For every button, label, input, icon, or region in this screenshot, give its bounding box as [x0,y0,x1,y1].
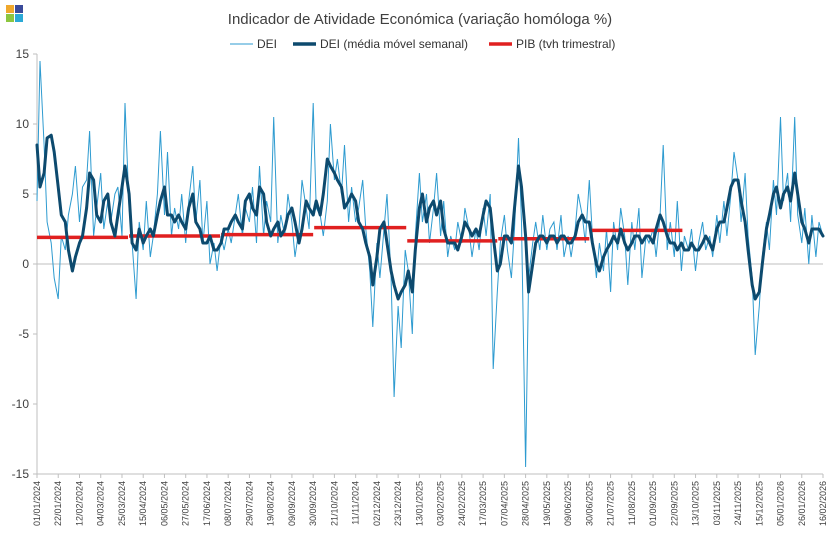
x-tick-label: 09/06/2025 [563,481,573,526]
x-tick-label: 26/01/2026 [797,481,807,526]
series-dei-moving-average-line [35,133,825,301]
x-tick-label: 17/06/2024 [202,481,212,526]
x-tick-label: 15/04/2024 [138,481,148,526]
x-tick-label: 11/11/2024 [351,481,361,525]
x-tick-label: 01/09/2025 [648,481,658,526]
x-tick-label: 11/08/2025 [627,481,637,525]
x-tick-label: 13/10/2025 [691,481,701,526]
x-tick-label: 04/03/2024 [96,481,106,526]
legend-label-pib: PIB (tvh trimestral) [516,37,615,51]
x-tick-label: 24/11/2025 [733,481,743,525]
y-tick-label: -15 [12,467,30,481]
x-tick-label: 22/09/2025 [669,481,679,526]
x-tick-label: 03/02/2025 [436,481,446,526]
legend-label-dei: DEI [257,37,277,51]
x-tick-label: 17/03/2025 [478,481,488,526]
x-tick-label: 29/07/2024 [244,481,254,526]
x-tick-label: 09/09/2024 [287,481,297,526]
x-tick-label: 07/04/2025 [499,481,509,526]
y-tick-label: 15 [16,47,30,61]
logo-square [15,14,23,22]
chart-title: Indicador de Atividade Económica (variaç… [228,11,612,28]
x-tick-label: 25/03/2024 [117,481,127,526]
x-axis: 01/01/2024 22/01/2024 12/02/2024 04/03/2024… [32,473,828,526]
logo-square [15,5,23,13]
x-tick-label: 03/11/2025 [712,481,722,525]
x-tick-label: 15/12/2025 [754,481,764,526]
x-tick-label: 02/12/2024 [372,481,382,526]
y-tick-label: -5 [18,327,29,341]
x-tick-label: 05/01/2026 [776,481,786,526]
x-tick-label: 22/01/2024 [53,481,63,526]
x-tick-label: 24/02/2025 [457,481,467,526]
y-tick-label: 10 [16,117,30,131]
x-tick-label: 30/09/2024 [308,481,318,526]
x-tick-label: 01/01/2024 [32,481,42,526]
legend: DEI DEI (média móvel semanal) PIB (tvh t… [230,37,615,51]
x-tick-label: 30/06/2025 [584,481,594,526]
x-tick-label: 13/01/2025 [414,481,424,526]
logo-square [6,14,14,22]
x-tick-label: 06/05/2024 [159,481,169,526]
x-tick-label: 19/05/2025 [542,481,552,526]
y-tick-label: 5 [22,187,29,201]
legend-label-dei-moving-average: DEI (média móvel semanal) [320,37,468,51]
x-tick-label: 23/12/2024 [393,481,403,526]
logo-square [6,5,14,13]
x-tick-label: 27/05/2024 [181,481,191,526]
y-tick-label: -10 [12,397,30,411]
x-tick-label: 21/07/2025 [606,481,616,526]
series-dei-line [36,60,824,468]
x-tick-label: 08/07/2024 [223,481,233,526]
x-tick-label: 28/04/2025 [521,481,531,526]
brand-logo [6,5,24,23]
x-tick-label: 12/02/2024 [74,481,84,526]
x-tick-label: 21/10/2024 [329,481,339,526]
y-tick-label: 0 [22,257,29,271]
x-tick-label: 16/02/2026 [818,481,828,526]
x-tick-label: 19/08/2024 [266,481,276,526]
y-axis: 15 10 5 0 -5 -10 -15 [12,47,38,481]
